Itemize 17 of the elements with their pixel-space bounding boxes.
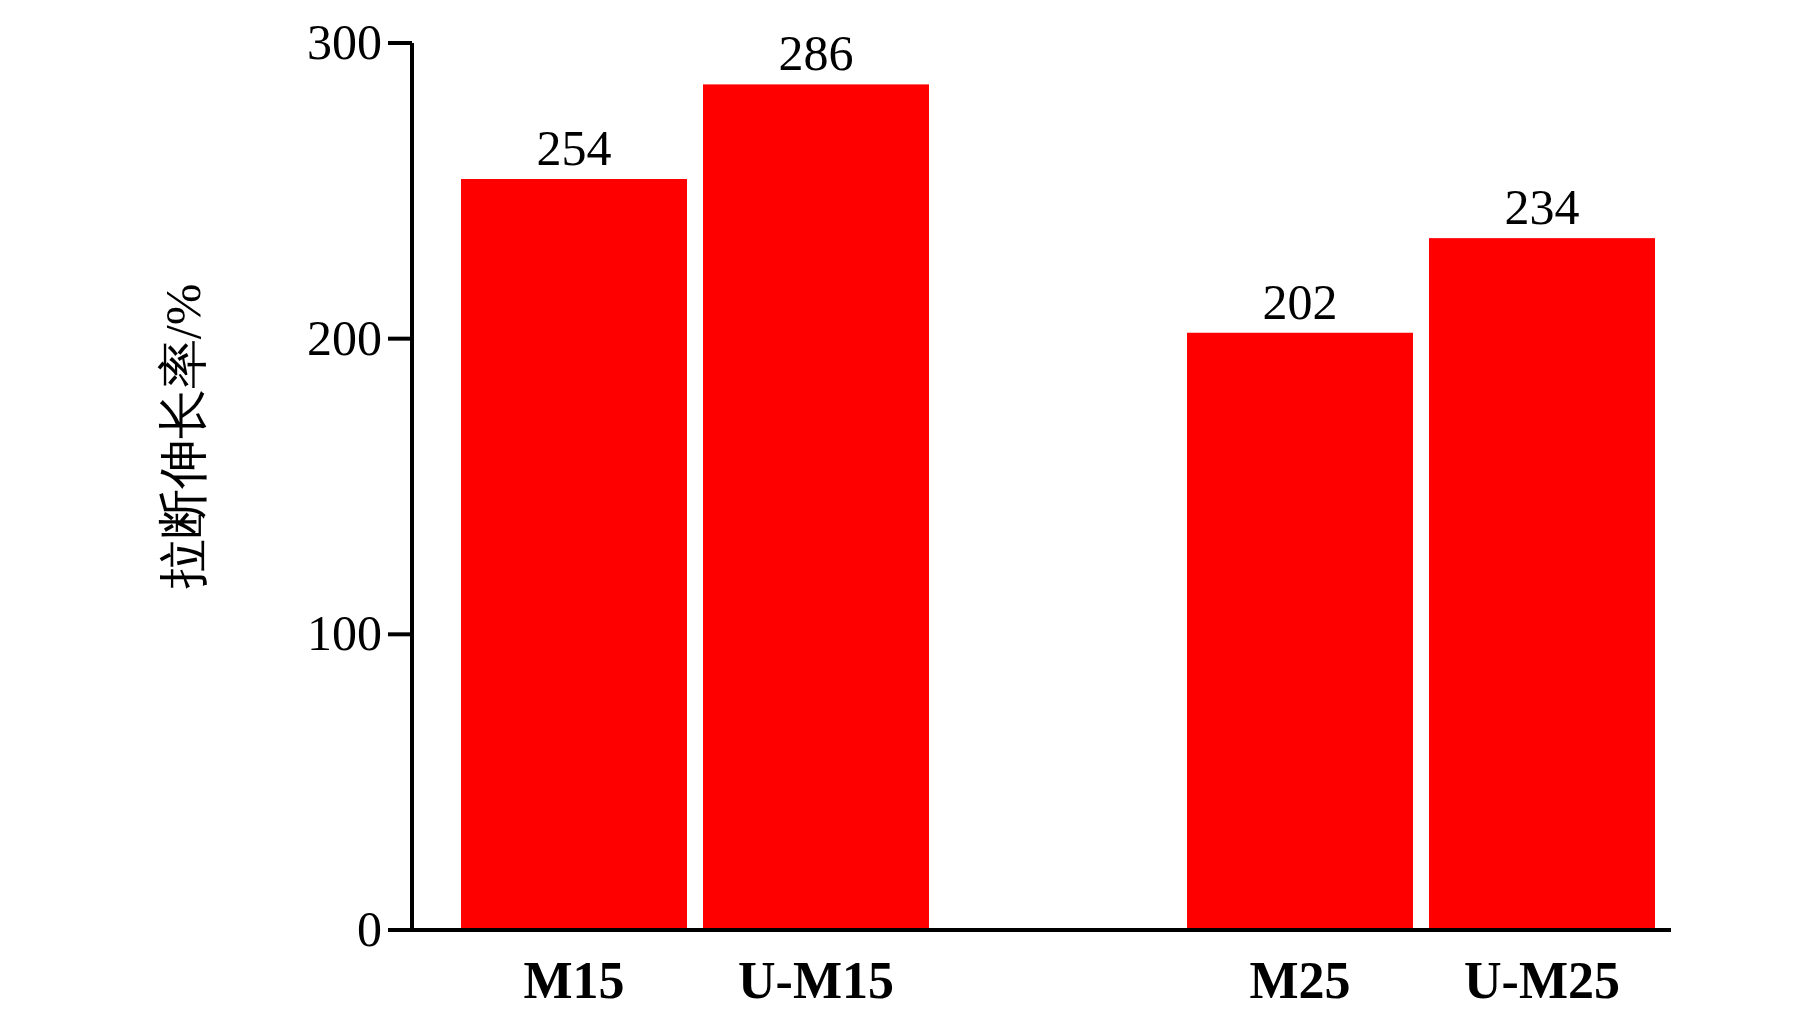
x-tick-label: U-M25 (1464, 952, 1620, 1009)
x-tick-label: U-M15 (738, 952, 894, 1009)
y-axis-title: 拉断伸长率/% (155, 283, 211, 590)
bar (1187, 332, 1413, 930)
data-label: 234 (1504, 179, 1580, 236)
x-tick-label: M15 (523, 952, 625, 1009)
y-tick-label: 300 (307, 14, 382, 70)
y-tick-label: 0 (357, 901, 382, 957)
y-tick-label: 200 (307, 309, 382, 366)
bar (1429, 238, 1655, 930)
data-label: 202 (1262, 273, 1338, 330)
data-label: 254 (536, 120, 612, 177)
bar (703, 84, 929, 930)
data-label: 286 (778, 25, 854, 82)
bar (461, 179, 687, 930)
x-tick-label: M25 (1249, 952, 1351, 1009)
y-tick-label: 100 (307, 605, 382, 662)
